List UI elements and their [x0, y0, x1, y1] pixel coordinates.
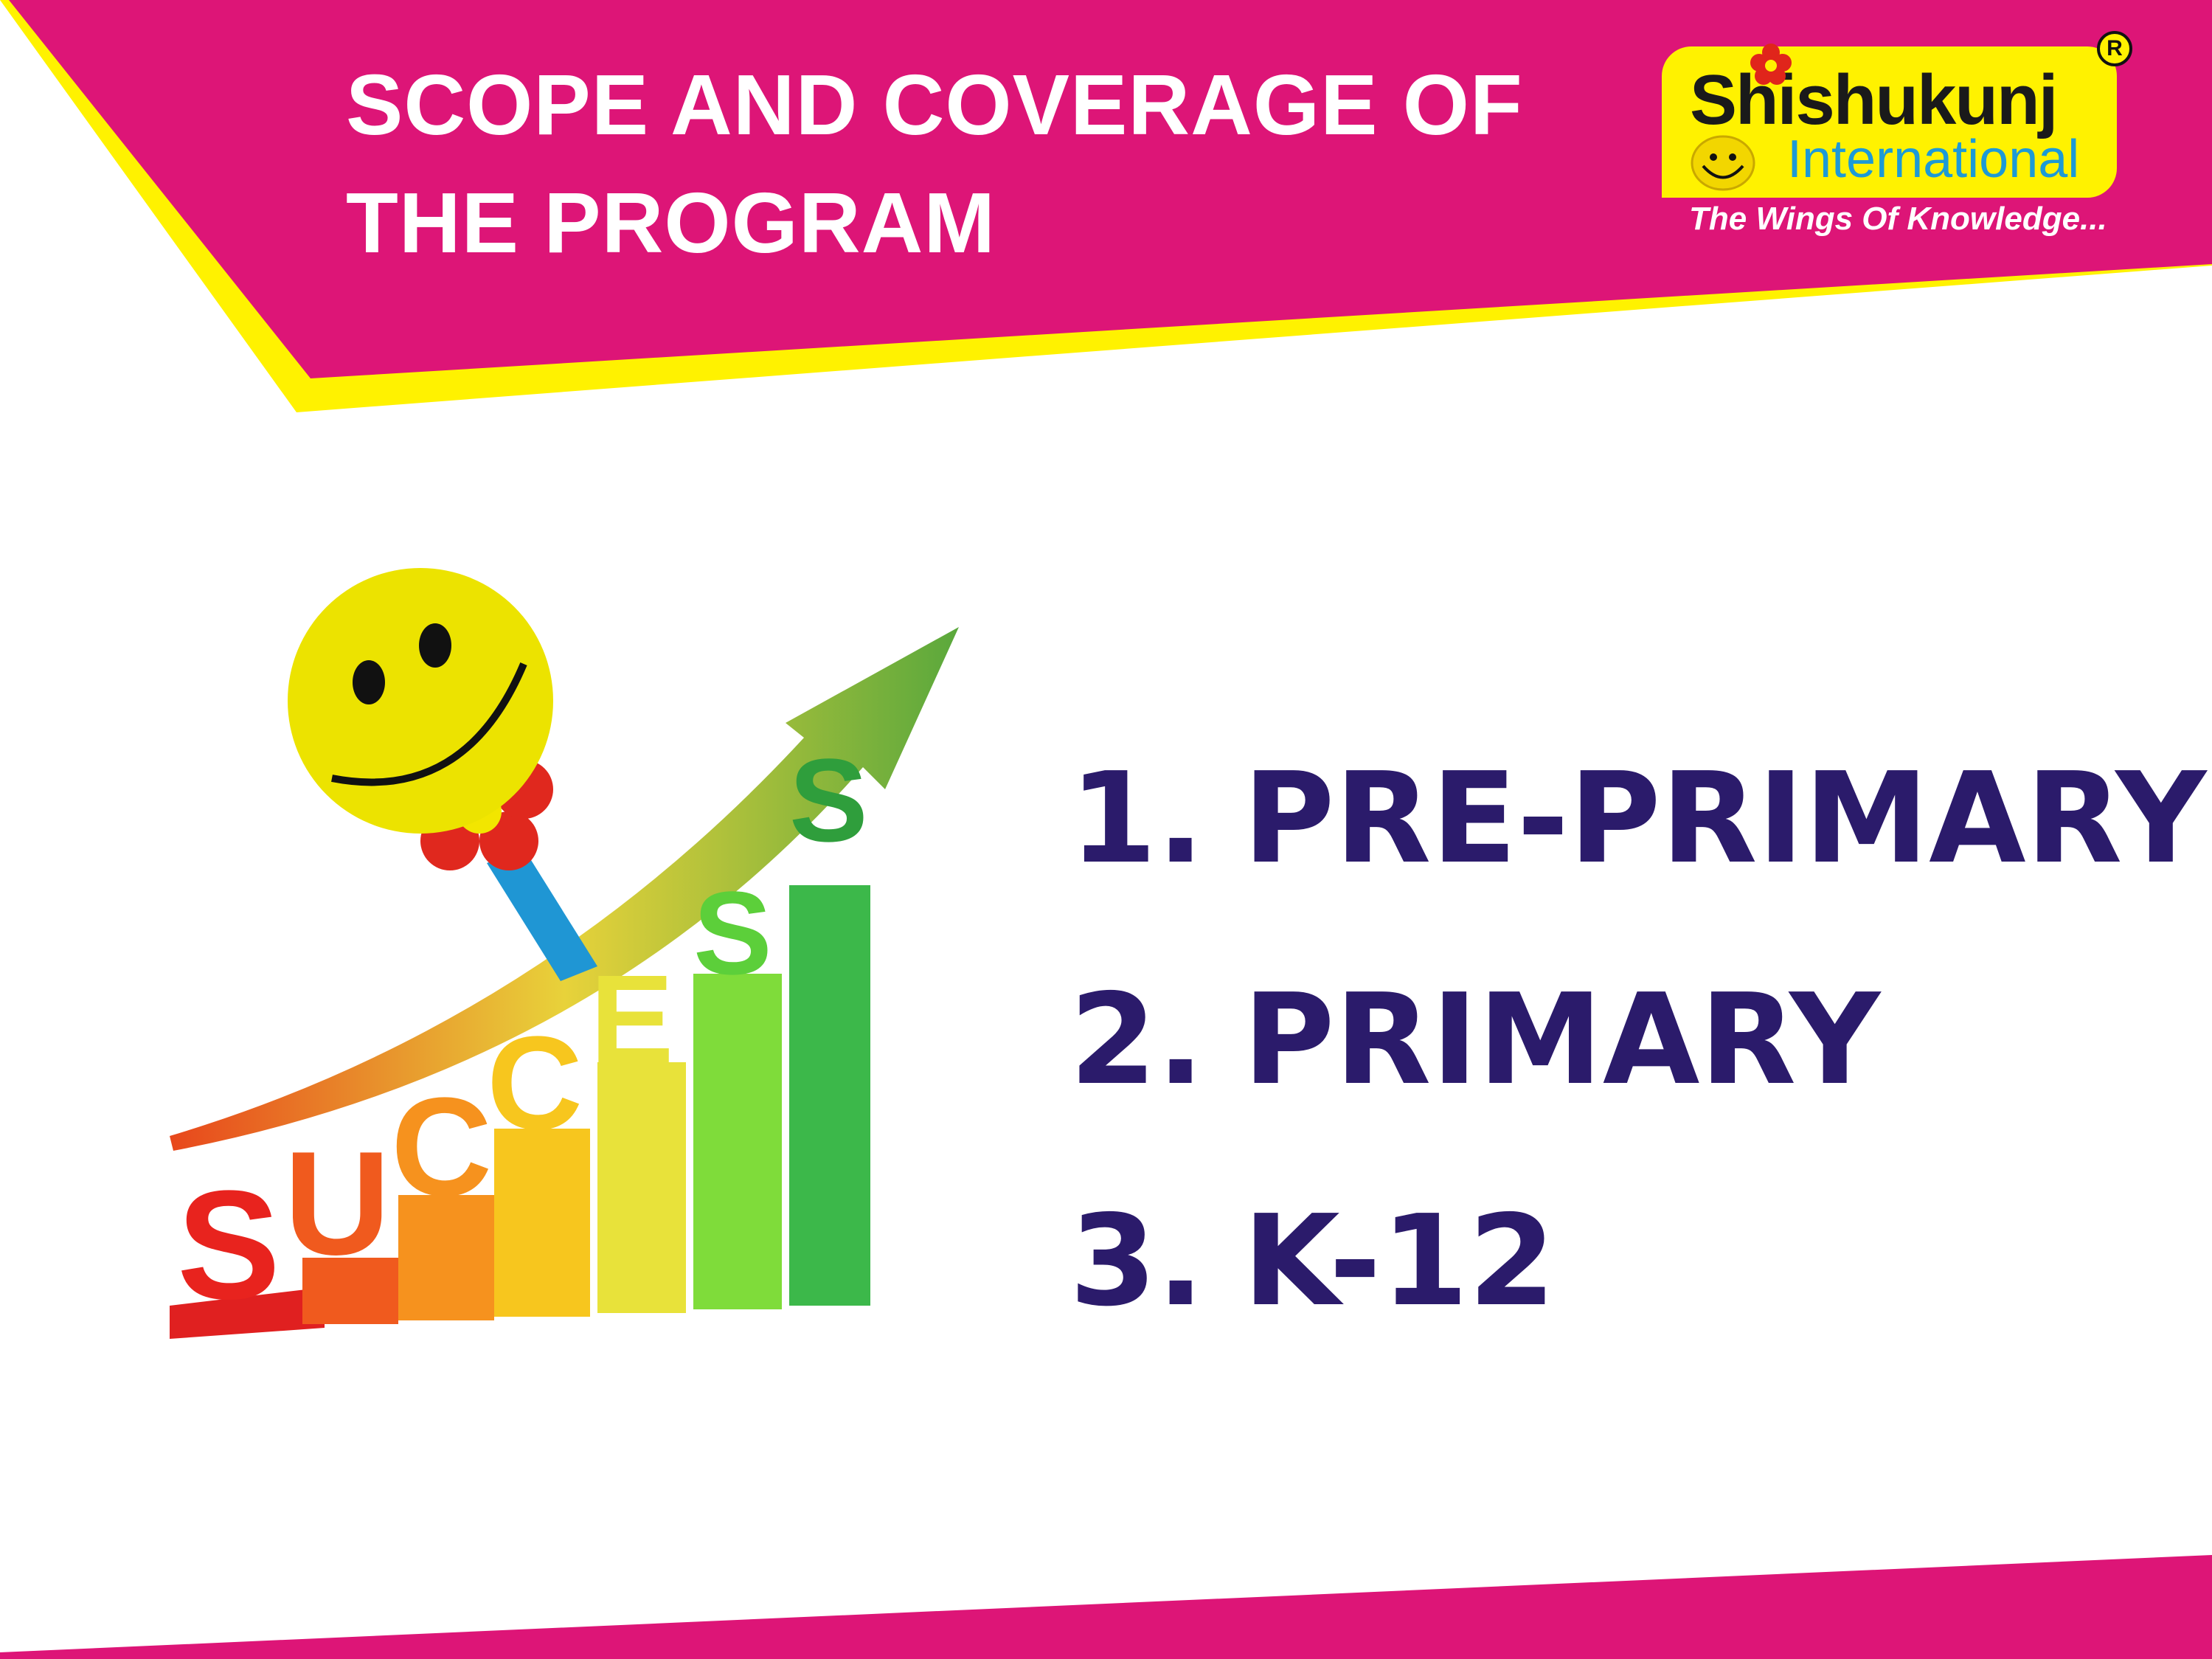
brand-logo: Shishukunj International: [1662, 44, 2117, 198]
bar-steps: [170, 885, 870, 1339]
svg-text:E: E: [590, 949, 673, 1090]
pink-banner: [9, 0, 2212, 378]
svg-text:S: S: [789, 734, 868, 866]
smiley-icon: [1691, 135, 1755, 191]
smiley-icon: [288, 568, 553, 834]
program-list: 1. PRE-PRIMARY 2. PRIMARY 3. K-12: [1069, 708, 2206, 1372]
logo-tagline: The Wings Of Knowledge...: [1689, 201, 2107, 237]
svg-text:S: S: [693, 867, 772, 999]
smiley-mascot: [288, 568, 597, 981]
svg-text:C: C: [391, 1069, 492, 1225]
growth-arrow-icon: [170, 627, 959, 1151]
list-item: 1. PRE-PRIMARY: [1069, 746, 2207, 892]
slide-title: SCOPE AND COVERAGE OF THE PROGRAM: [346, 57, 1523, 271]
list-item: 2. PRIMARY: [1069, 967, 1881, 1113]
success-word: S U C C E S S: [177, 734, 868, 1331]
flower-icon: [1750, 44, 1792, 85]
svg-text:S: S: [177, 1158, 280, 1331]
list-item: 3. K-12: [1069, 1188, 1556, 1334]
bottom-band: [0, 1555, 2212, 1659]
svg-text:U: U: [284, 1121, 390, 1286]
svg-text:C: C: [487, 1009, 583, 1157]
success-illustration: S U C C E S S: [170, 568, 959, 1339]
registered-mark: R: [2097, 31, 2132, 66]
